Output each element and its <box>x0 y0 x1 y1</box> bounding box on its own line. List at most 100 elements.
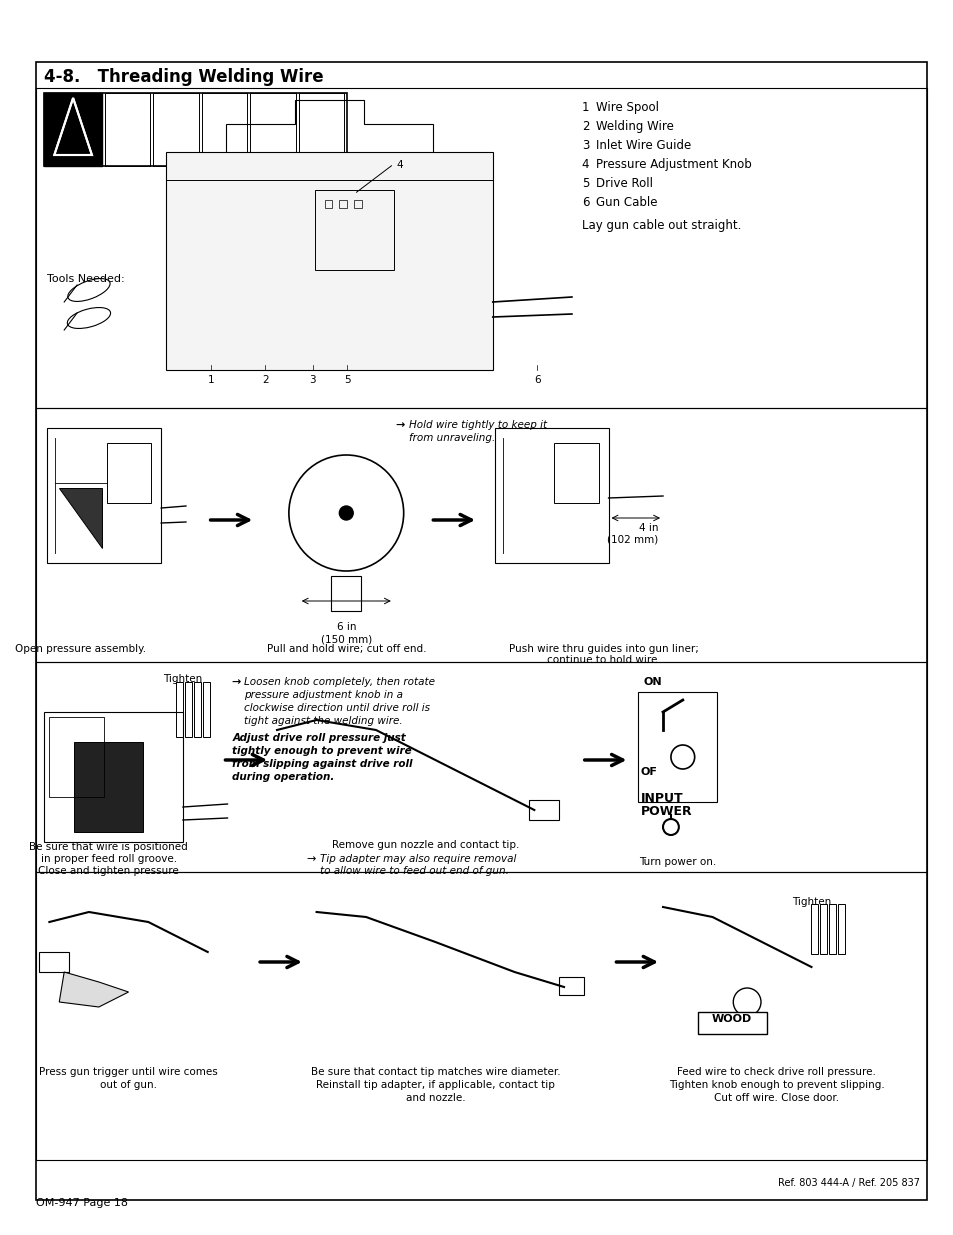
Text: Remove gun nozzle and contact tip.: Remove gun nozzle and contact tip. <box>332 840 518 850</box>
Text: clockwise direction until drive roll is: clockwise direction until drive roll is <box>244 703 430 713</box>
Bar <box>39 952 69 972</box>
Text: Ref. 803 444-A / Ref. 205 837: Ref. 803 444-A / Ref. 205 837 <box>778 1178 920 1188</box>
Text: Close and tighten pressure: Close and tighten pressure <box>38 866 179 876</box>
Polygon shape <box>54 98 91 156</box>
Text: Hold wire tightly to keep it: Hold wire tightly to keep it <box>408 420 546 430</box>
Bar <box>811 904 818 953</box>
Text: 1: 1 <box>581 101 589 114</box>
Text: Tighten: Tighten <box>791 897 830 906</box>
Text: (150 mm): (150 mm) <box>320 634 372 643</box>
Bar <box>36 408 926 662</box>
Text: ON: ON <box>642 677 661 687</box>
Circle shape <box>252 264 268 280</box>
Text: 4 in: 4 in <box>638 522 658 534</box>
Bar <box>554 443 598 503</box>
Text: tightly enough to prevent wire: tightly enough to prevent wire <box>233 746 412 756</box>
Text: Open pressure assembly.: Open pressure assembly. <box>15 643 147 655</box>
Text: 4: 4 <box>581 158 589 170</box>
Text: from unraveling.: from unraveling. <box>408 433 495 443</box>
Text: 5: 5 <box>344 375 350 385</box>
Bar <box>314 190 394 270</box>
Text: Adjust drive roll pressure just: Adjust drive roll pressure just <box>233 734 406 743</box>
Circle shape <box>339 506 353 520</box>
Text: Tip adapter may also require removal: Tip adapter may also require removal <box>319 853 516 864</box>
Bar <box>495 429 608 563</box>
Text: Lay gun cable out straight.: Lay gun cable out straight. <box>581 219 740 232</box>
Text: 1: 1 <box>207 375 213 385</box>
Text: from slipping against drive roll: from slipping against drive roll <box>233 760 413 769</box>
Text: POWER: POWER <box>640 805 692 818</box>
Text: Wire Spool: Wire Spool <box>595 101 658 114</box>
Text: 6 in: 6 in <box>336 622 355 632</box>
Text: Inlet Wire Guide: Inlet Wire Guide <box>595 140 690 152</box>
Bar <box>105 93 151 165</box>
Text: Welding Wire: Welding Wire <box>595 120 673 133</box>
Bar <box>36 872 926 1160</box>
Text: Be sure that contact tip matches wire diameter.: Be sure that contact tip matches wire di… <box>311 1067 559 1077</box>
Bar <box>828 904 836 953</box>
Text: continue to hold wire.: continue to hold wire. <box>546 655 659 664</box>
Bar <box>45 93 347 165</box>
Bar <box>354 200 362 207</box>
Bar <box>36 88 926 408</box>
Text: Drive Roll: Drive Roll <box>595 177 652 190</box>
Text: tight against the welding wire.: tight against the welding wire. <box>244 716 402 726</box>
Text: INPUT: INPUT <box>640 792 683 805</box>
Bar <box>638 692 717 802</box>
Bar <box>339 200 347 207</box>
Bar <box>838 904 844 953</box>
Bar <box>166 152 493 370</box>
Text: Cut off wire. Close door.: Cut off wire. Close door. <box>714 1093 839 1103</box>
Text: out of gun.: out of gun. <box>100 1079 157 1091</box>
Text: →: → <box>233 677 246 687</box>
Text: during operation.: during operation. <box>233 772 335 782</box>
Bar <box>529 800 558 820</box>
Text: Tighten: Tighten <box>163 674 202 684</box>
Text: WOOD: WOOD <box>712 1014 752 1024</box>
Text: Loosen knob completely, then rotate: Loosen knob completely, then rotate <box>244 677 435 687</box>
Bar <box>250 93 295 165</box>
Text: 6: 6 <box>581 196 589 209</box>
Bar <box>185 682 192 737</box>
Text: in proper feed roll groove.: in proper feed roll groove. <box>41 853 176 864</box>
Bar <box>193 682 200 737</box>
Text: 2: 2 <box>261 375 268 385</box>
Text: 4-8.   Threading Welding Wire: 4-8. Threading Welding Wire <box>45 68 324 86</box>
Text: Pull and hold wire; cut off end.: Pull and hold wire; cut off end. <box>266 643 426 655</box>
Bar <box>203 682 210 737</box>
Bar <box>331 576 361 611</box>
Text: Reinstall tip adapter, if applicable, contact tip: Reinstall tip adapter, if applicable, co… <box>315 1079 555 1091</box>
Text: to allow wire to feed out end of gun.: to allow wire to feed out end of gun. <box>319 866 508 876</box>
Text: 5: 5 <box>581 177 589 190</box>
Bar <box>36 662 926 872</box>
Text: 6: 6 <box>534 375 540 385</box>
Text: 3: 3 <box>581 140 589 152</box>
Text: pressure adjustment knob in a: pressure adjustment knob in a <box>244 690 403 700</box>
Polygon shape <box>59 488 102 548</box>
Polygon shape <box>59 972 129 1007</box>
Bar <box>107 443 152 503</box>
Text: 3: 3 <box>309 375 315 385</box>
Bar <box>202 93 247 165</box>
Text: →: → <box>395 420 409 430</box>
Bar <box>45 713 183 842</box>
Text: Push wire thru guides into gun liner;: Push wire thru guides into gun liner; <box>508 643 698 655</box>
Text: OM-947 Page 18: OM-947 Page 18 <box>36 1198 129 1208</box>
Text: !: ! <box>69 115 77 135</box>
Bar <box>298 93 344 165</box>
Text: →: → <box>306 853 319 864</box>
Text: 2: 2 <box>581 120 589 133</box>
Bar <box>45 93 102 165</box>
Text: Tools Needed:: Tools Needed: <box>48 274 125 284</box>
Bar <box>153 93 198 165</box>
Bar <box>324 200 332 207</box>
Bar <box>48 429 161 563</box>
Text: Be sure that wire is positioned: Be sure that wire is positioned <box>30 842 188 852</box>
Polygon shape <box>74 742 143 832</box>
Text: OF: OF <box>639 767 657 777</box>
Bar <box>176 682 183 737</box>
Bar <box>697 1011 766 1034</box>
Text: Press gun trigger until wire comes: Press gun trigger until wire comes <box>39 1067 217 1077</box>
Text: Pressure Adjustment Knob: Pressure Adjustment Knob <box>595 158 751 170</box>
Text: Feed wire to check drive roll pressure.: Feed wire to check drive roll pressure. <box>677 1067 876 1077</box>
